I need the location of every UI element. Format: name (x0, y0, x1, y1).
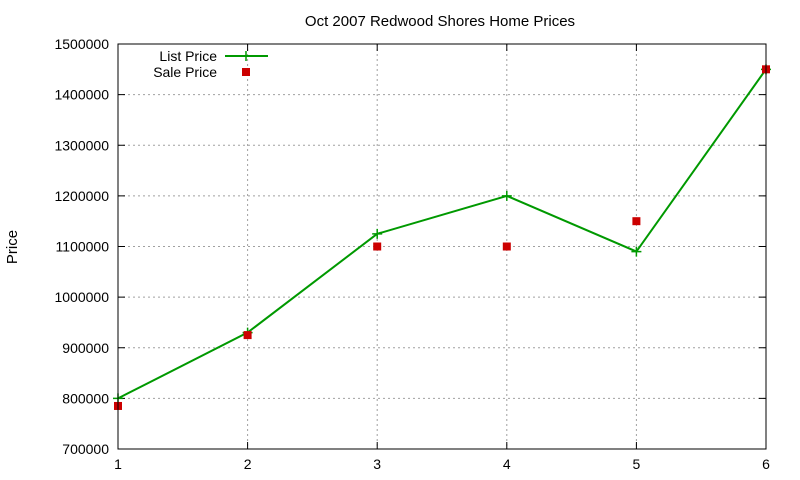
data-point (501, 190, 512, 201)
series-line (117, 68, 767, 400)
y-tick-label: 1500000 (54, 36, 109, 52)
legend-label: Sale Price (153, 64, 217, 80)
y-tick-label: 900000 (62, 340, 109, 356)
chart-title: Oct 2007 Redwood Shores Home Prices (305, 13, 575, 30)
series-list-price (113, 64, 771, 404)
grid-lines (118, 44, 766, 449)
x-tick-label: 1 (114, 456, 122, 472)
data-point (631, 246, 642, 257)
y-tick-label: 1200000 (54, 188, 109, 204)
data-point (373, 242, 382, 251)
data-point (632, 217, 641, 226)
data-point (243, 331, 252, 340)
legend-label: List Price (159, 48, 217, 64)
axis-ticks: 700000 800000 900000 1000000 1100000 1200000 1… (54, 36, 770, 472)
y-tick-label: 1100000 (56, 239, 110, 255)
y-tick-label: 800000 (62, 390, 109, 406)
x-tick-label: 5 (633, 456, 641, 472)
x-tick-label: 3 (373, 456, 381, 472)
x-tick-label: 6 (762, 456, 770, 472)
y-tick-label: 1300000 (54, 137, 109, 153)
legend-marker (241, 51, 251, 61)
legend-marker (242, 68, 250, 76)
y-tick-label: 1000000 (54, 289, 109, 305)
plot-frame (117, 43, 767, 450)
data-point (372, 228, 383, 239)
y-tick-label: 700000 (62, 441, 109, 457)
data-point (502, 242, 511, 251)
x-tick-label: 2 (244, 456, 252, 472)
series-sale-price (114, 65, 770, 410)
series-layer (113, 64, 771, 410)
x-tick-label: 4 (503, 456, 511, 472)
y-tick-label: 1400000 (54, 87, 109, 103)
y-axis-label: Price (4, 230, 21, 264)
